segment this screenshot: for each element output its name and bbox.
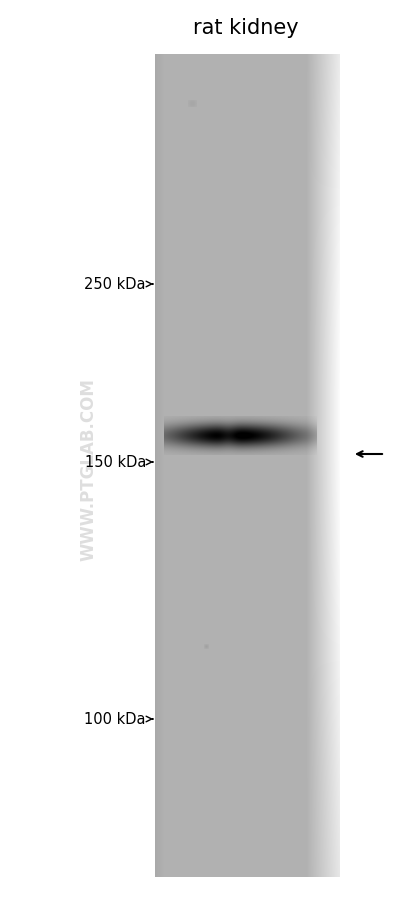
Text: 250 kDa: 250 kDa xyxy=(84,277,146,292)
Text: 100 kDa: 100 kDa xyxy=(84,712,146,727)
Text: 150 kDa: 150 kDa xyxy=(85,455,146,470)
Text: rat kidney: rat kidney xyxy=(193,18,299,38)
Text: WWW.PTGLAB.COM: WWW.PTGLAB.COM xyxy=(79,378,97,560)
